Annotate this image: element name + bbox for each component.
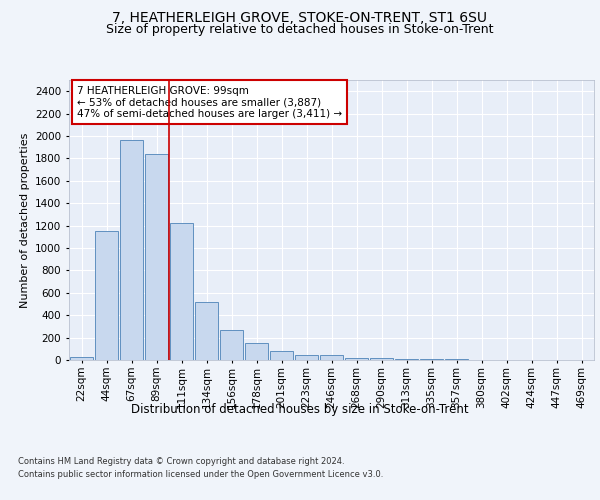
Bar <box>120 140 143 360</box>
Bar <box>395 358 418 360</box>
Y-axis label: Number of detached properties: Number of detached properties <box>20 132 29 308</box>
Bar <box>70 356 93 360</box>
Text: 7 HEATHERLEIGH GROVE: 99sqm
← 53% of detached houses are smaller (3,887)
47% of : 7 HEATHERLEIGH GROVE: 99sqm ← 53% of det… <box>77 86 342 119</box>
Bar <box>245 342 268 360</box>
Text: 7, HEATHERLEIGH GROVE, STOKE-ON-TRENT, ST1 6SU: 7, HEATHERLEIGH GROVE, STOKE-ON-TRENT, S… <box>113 11 487 25</box>
Bar <box>320 356 343 360</box>
Bar <box>145 154 168 360</box>
Bar <box>170 224 193 360</box>
Bar <box>95 231 118 360</box>
Bar <box>345 358 368 360</box>
Bar <box>295 354 318 360</box>
Bar <box>195 302 218 360</box>
Text: Contains HM Land Registry data © Crown copyright and database right 2024.: Contains HM Land Registry data © Crown c… <box>18 458 344 466</box>
Bar <box>220 330 243 360</box>
Text: Size of property relative to detached houses in Stoke-on-Trent: Size of property relative to detached ho… <box>106 22 494 36</box>
Bar <box>370 358 393 360</box>
Bar <box>270 351 293 360</box>
Text: Distribution of detached houses by size in Stoke-on-Trent: Distribution of detached houses by size … <box>131 402 469 415</box>
Text: Contains public sector information licensed under the Open Government Licence v3: Contains public sector information licen… <box>18 470 383 479</box>
